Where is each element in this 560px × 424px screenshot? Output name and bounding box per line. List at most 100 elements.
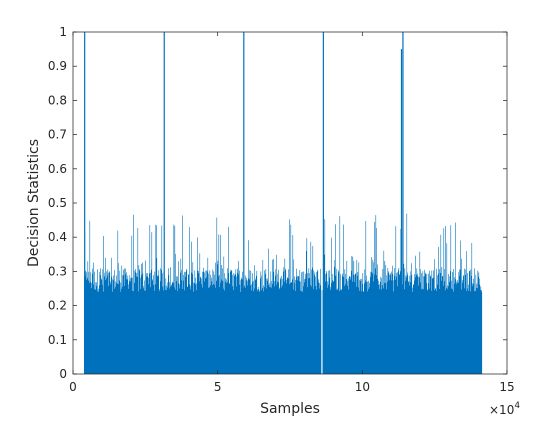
bar (385, 265, 386, 374)
bar (122, 275, 123, 374)
bar (261, 275, 262, 374)
bar (407, 272, 408, 374)
bar (315, 276, 316, 374)
bar (354, 274, 356, 374)
bar (207, 271, 208, 374)
bar (131, 277, 132, 374)
bar (150, 272, 151, 374)
bar (129, 275, 131, 374)
bar (475, 274, 477, 374)
bar (196, 290, 198, 374)
bar (192, 262, 194, 374)
bar (142, 273, 144, 374)
bar (288, 269, 289, 374)
bar (351, 255, 353, 374)
bar (110, 281, 111, 374)
bar (99, 271, 101, 374)
bar (231, 270, 233, 374)
bar (258, 286, 260, 374)
bar (386, 275, 388, 374)
bar (408, 281, 410, 374)
bar (113, 280, 115, 374)
bar (95, 289, 96, 374)
bar (449, 281, 450, 374)
bar (393, 291, 395, 374)
bar (208, 287, 210, 374)
bar (87, 278, 88, 374)
bar (106, 278, 107, 374)
bar (186, 270, 187, 374)
bar (400, 271, 401, 374)
bar (161, 225, 163, 374)
bar (411, 274, 413, 374)
bar (118, 263, 119, 374)
bar (115, 286, 116, 374)
bar (107, 269, 109, 374)
bar (252, 273, 253, 374)
bar (381, 278, 382, 374)
bar (114, 288, 116, 374)
bar (237, 268, 238, 374)
bar (207, 257, 209, 374)
bar (326, 273, 328, 374)
bar (472, 283, 473, 374)
bar (226, 283, 228, 374)
bar (431, 270, 433, 374)
bar (240, 280, 242, 374)
bar (336, 268, 338, 374)
bar (136, 273, 138, 374)
bar (393, 280, 394, 374)
bar (375, 268, 376, 374)
bar (341, 289, 343, 374)
bar (339, 291, 340, 374)
bar (395, 279, 396, 374)
bar (257, 289, 259, 374)
bar (160, 281, 162, 374)
bar (436, 268, 437, 374)
bar (140, 277, 142, 374)
bar (445, 226, 446, 374)
bar (119, 270, 121, 374)
bar (437, 284, 439, 374)
bar (198, 273, 200, 374)
bar (459, 269, 460, 374)
bar (402, 284, 403, 374)
bar (87, 261, 89, 374)
bar (101, 278, 102, 374)
bar (389, 280, 390, 374)
bar (450, 271, 451, 374)
bar (95, 282, 97, 374)
bar (438, 246, 439, 374)
bar (448, 273, 449, 374)
bar (457, 279, 458, 374)
bar (408, 282, 409, 374)
bar (244, 285, 246, 374)
bar (158, 270, 160, 374)
bar (459, 276, 461, 374)
y-axis-ticks: 0 0.1 0.2 0.3 0.4 0.5 0.6 0.7 0.8 0.9 1 (48, 25, 507, 381)
bar (440, 234, 442, 374)
bar (98, 291, 100, 374)
bar (182, 288, 184, 374)
bar (231, 270, 232, 374)
bar (281, 276, 282, 374)
y-tick-label: 1 (59, 25, 67, 39)
bar (480, 289, 481, 374)
bar (384, 282, 385, 374)
bar (358, 262, 360, 374)
bar (420, 282, 422, 374)
x-axis-label: Samples (260, 401, 320, 417)
bar (394, 268, 395, 374)
bar (379, 289, 380, 374)
bar (85, 275, 86, 374)
bar (206, 270, 208, 374)
bar (290, 282, 291, 374)
bar (299, 281, 300, 374)
bar (238, 261, 239, 374)
bar (270, 287, 271, 374)
bar (173, 224, 175, 374)
bar (242, 271, 243, 374)
bar (353, 274, 354, 374)
bar (324, 219, 326, 374)
bar (428, 283, 430, 374)
